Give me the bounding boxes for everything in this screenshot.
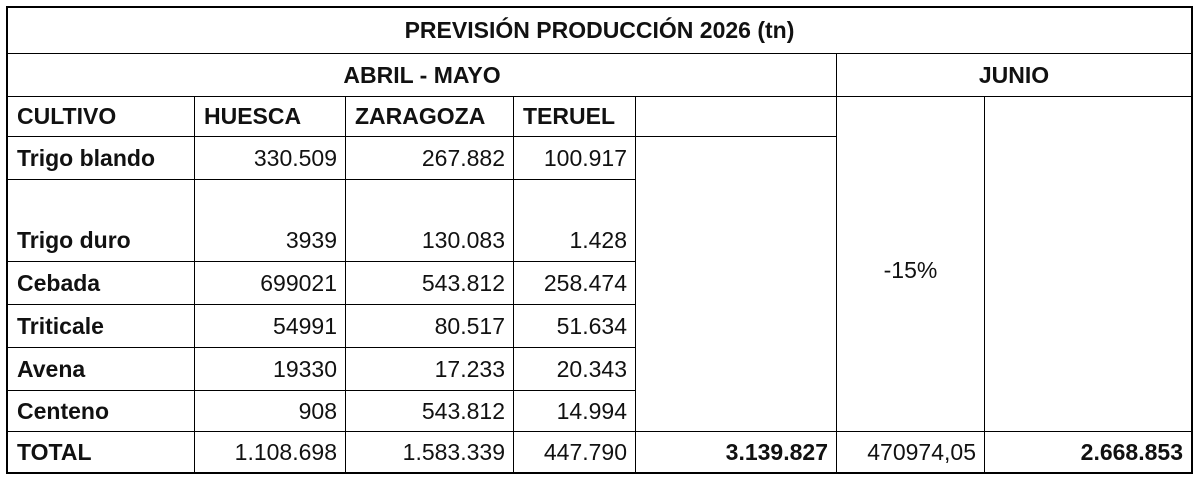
rule-title-bottom (8, 53, 1191, 54)
rule-col1 (194, 96, 195, 472)
row-centeno-cultivo: Centeno (17, 397, 109, 424)
row-trigo-blando-cultivo: Trigo blando (17, 144, 155, 171)
total-reduction: 470974,05 (867, 438, 976, 465)
header-zaragoza: ZARAGOZA (355, 103, 486, 129)
group-abril-mayo: ABRIL - MAYO (343, 61, 501, 88)
rule-col5 (836, 53, 837, 472)
row-cebada-huesca: 699021 (260, 269, 337, 296)
row-cebada-cultivo: Cebada (17, 269, 101, 296)
production-forecast-table: PREVISIÓN PRODUCCIÓN 2026 (tn) ABRIL - M… (6, 6, 1193, 474)
rule-row4-bottom (8, 347, 635, 348)
row-centeno-huesca: 908 (298, 397, 337, 424)
row-trigo-duro-cultivo: Trigo duro (17, 227, 131, 253)
row-trigo-duro-zaragoza: 130.083 (421, 227, 505, 253)
row-triticale-zaragoza: 80.517 (434, 312, 505, 339)
group-junio: JUNIO (978, 61, 1050, 88)
rule-group-bottom (8, 96, 1191, 97)
row-avena-huesca: 19330 (273, 355, 337, 382)
table-title: PREVISIÓN PRODUCCIÓN 2026 (tn) (404, 17, 795, 43)
row-triticale-teruel: 51.634 (556, 312, 627, 339)
total-huesca: 1.108.698 (234, 438, 337, 465)
rule-col4 (635, 96, 636, 472)
row-avena-zaragoza: 17.233 (434, 355, 505, 382)
header-cultivo: CULTIVO (17, 103, 117, 129)
row-triticale-cultivo: Triticale (17, 312, 104, 339)
total-abril-mayo: 3.139.827 (725, 438, 828, 465)
row-trigo-blando-huesca: 330.509 (253, 144, 337, 171)
total-teruel: 447.790 (543, 438, 627, 465)
row-triticale-huesca: 54991 (273, 312, 337, 339)
row-trigo-blando-zaragoza: 267.882 (421, 144, 505, 171)
header-huesca: HUESCA (204, 103, 302, 129)
rule-row3-bottom (8, 304, 635, 305)
header-teruel: TERUEL (523, 103, 615, 129)
rule-col6 (984, 96, 985, 472)
rule-row2-bottom (8, 261, 635, 262)
rule-col2 (345, 96, 346, 472)
row-trigo-duro-huesca: 3939 (285, 227, 337, 253)
row-trigo-duro-teruel: 1.428 (569, 227, 627, 253)
row-avena-cultivo: Avena (17, 355, 86, 382)
total-zaragoza: 1.583.339 (402, 438, 505, 465)
row-centeno-teruel: 14.994 (556, 397, 627, 424)
total-label: TOTAL (17, 438, 92, 465)
row-cebada-teruel: 258.474 (543, 269, 627, 296)
total-junio: 2.668.853 (1080, 438, 1183, 465)
junio-reduction-pct: -15% (883, 256, 938, 283)
row-avena-teruel: 20.343 (556, 355, 627, 382)
rule-row1-bottom (8, 179, 635, 180)
rule-row6-bottom (8, 431, 1191, 432)
row-centeno-zaragoza: 543.812 (421, 397, 505, 424)
rule-col3 (513, 96, 514, 472)
row-trigo-blando-teruel: 100.917 (543, 144, 627, 171)
row-cebada-zaragoza: 543.812 (421, 269, 505, 296)
rule-header-bottom (8, 136, 836, 137)
rule-row5-bottom (8, 390, 635, 391)
